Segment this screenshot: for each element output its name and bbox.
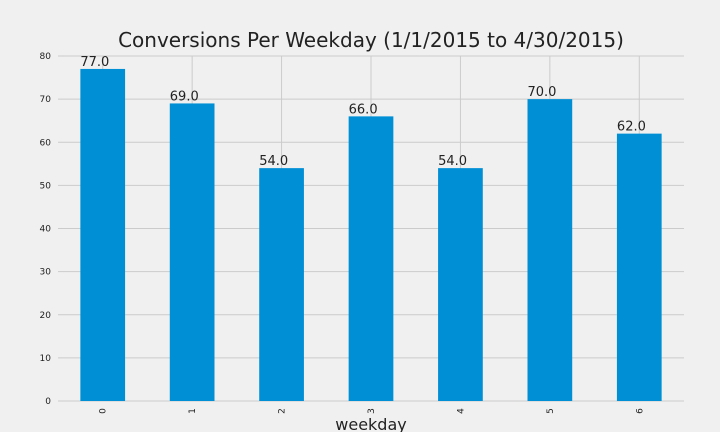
- x-axis-label: weekday: [335, 415, 406, 432]
- bar-value-label: 62.0: [617, 120, 646, 135]
- y-tick-label: 10: [40, 354, 52, 364]
- y-tick-label: 80: [40, 52, 52, 62]
- bar-value-label: 54.0: [259, 154, 288, 169]
- x-tick-label: 5: [546, 408, 556, 414]
- bars: [80, 68, 662, 401]
- y-tick-label: 60: [40, 138, 52, 148]
- y-tick-label: 50: [40, 181, 52, 191]
- bar-value-label: 54.0: [438, 154, 467, 169]
- y-axis-ticks: 0 10 20 30 40 50 60 70 80: [40, 52, 52, 407]
- bar-weekday-0: [80, 68, 126, 401]
- bar-weekday-4: [438, 168, 483, 401]
- x-tick-label: 3: [367, 408, 377, 414]
- bar-value-label: 66.0: [349, 102, 378, 117]
- bar-value-label: 69.0: [170, 89, 199, 104]
- bar-value-label: 70.0: [528, 85, 557, 100]
- chart-title: Conversions Per Weekday (1/1/2015 to 4/3…: [118, 28, 624, 52]
- data-labels: 77.0 69.0 54.0 66.0 54.0 70.0 62.0: [80, 55, 646, 169]
- x-tick-label: 0: [99, 408, 109, 414]
- x-tick-label: 1: [188, 408, 198, 414]
- y-tick-label: 70: [40, 95, 52, 105]
- x-tick-label: 6: [635, 408, 645, 414]
- y-tick-label: 40: [40, 225, 52, 235]
- y-tick-label: 30: [40, 268, 52, 278]
- bar-value-label: 77.0: [80, 55, 109, 70]
- bar-weekday-3: [348, 116, 394, 401]
- y-tick-label: 0: [45, 397, 51, 407]
- x-axis-ticks: 0 1 2 3 4 5 6: [99, 408, 646, 414]
- bar-weekday-5: [527, 99, 573, 401]
- bar-weekday-6: [616, 133, 662, 401]
- bar-weekday-2: [259, 168, 304, 401]
- bar-weekday-1: [169, 103, 215, 401]
- x-tick-label: 4: [456, 408, 466, 414]
- x-tick-label: 2: [278, 408, 288, 414]
- y-tick-label: 20: [40, 311, 52, 321]
